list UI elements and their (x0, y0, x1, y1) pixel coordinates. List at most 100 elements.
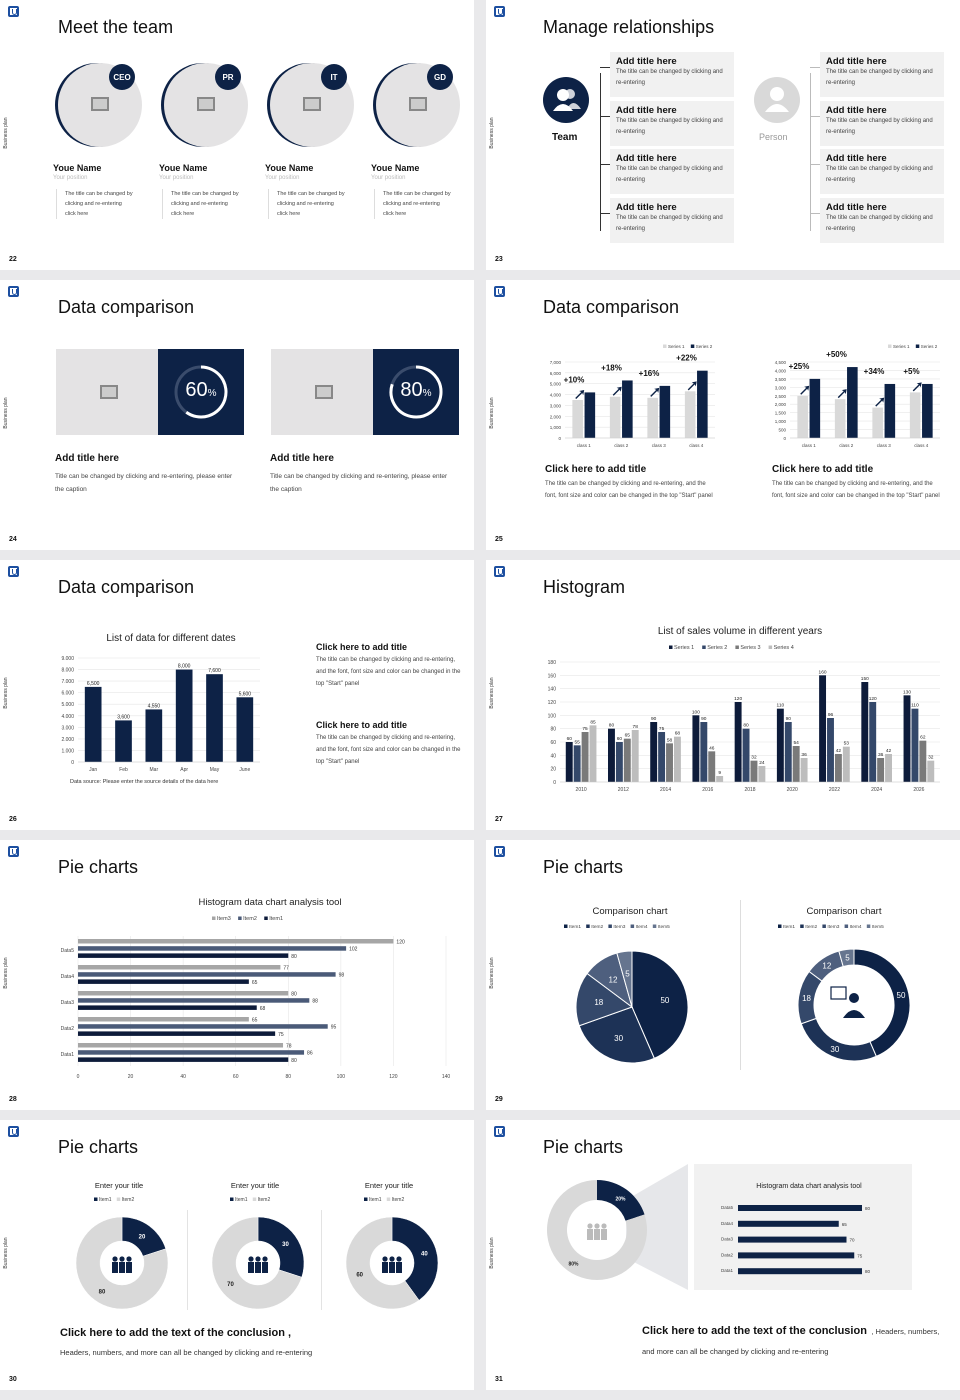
growth-annotation: +25% (789, 362, 810, 371)
relationship-box[interactable]: Add title here The title can be changed … (610, 52, 734, 97)
legend-item: Item2 (243, 916, 257, 922)
legend-item: Series 4 (774, 645, 794, 651)
bar (78, 1031, 276, 1036)
slide-27[interactable]: Business plan 27 Histogram List of sales… (486, 560, 960, 830)
bar (842, 746, 850, 782)
legend-item: Item3 (613, 924, 625, 930)
data-label: 160 (819, 669, 827, 675)
person-body (601, 1229, 607, 1240)
legend-item: Item5 (872, 924, 884, 930)
legend-item: Item1 (369, 1197, 382, 1203)
bar (738, 1236, 847, 1243)
growth-annotation: +10% (564, 375, 585, 384)
relationship-box[interactable]: Add title here The title can be changed … (610, 198, 734, 243)
block-text: The title can be changed by clicking and… (545, 481, 713, 499)
slide-30[interactable]: Business plan 30 Pie charts Enter your t… (0, 1120, 474, 1390)
slide-29[interactable]: Business plan 29 Pie charts Comparison c… (486, 840, 960, 1110)
bar (78, 1050, 305, 1055)
relationship-box[interactable]: Add title here The title can be changed … (820, 198, 944, 243)
bar (734, 702, 742, 782)
x-tick-label: 120 (389, 1074, 398, 1080)
block-heading: Click here to add title (772, 464, 874, 475)
y-tick-label: 4.000 (61, 714, 74, 720)
logo-icon (8, 6, 19, 17)
bar (909, 392, 921, 438)
conclusion-heading: Click here to add the text of the conclu… (60, 1327, 292, 1339)
bar (708, 751, 716, 782)
member-position: Your position (371, 175, 406, 181)
y-tick-label: Data1 (721, 1268, 734, 1273)
y-tick-label: 0 (783, 436, 786, 441)
y-tick-label: 2,500 (775, 394, 787, 399)
y-tick-label: 1,000 (550, 425, 562, 430)
legend-swatch (94, 1197, 98, 1201)
slide-title: Manage relationships (543, 17, 715, 37)
pie-charts: Comparison chart Item1 Item2 Item3 Item4 Item… (564, 906, 911, 1064)
slide-25[interactable]: Business plan 25 Data comparison Series … (486, 280, 960, 550)
page-number: 22 (9, 256, 17, 263)
bar (78, 998, 310, 1003)
logo-icon (494, 846, 505, 857)
bar (145, 709, 163, 762)
role-badge: GD (427, 64, 453, 90)
slide-22[interactable]: Business plan 22 Meet the team CEO Youe … (0, 0, 474, 270)
relationship-box[interactable]: Add title here The title can be changed … (610, 101, 734, 146)
bar (927, 760, 935, 782)
bar (78, 965, 281, 970)
data-label: 53 (844, 741, 850, 747)
x-tick-label: 40 (180, 1074, 186, 1080)
logo-icon (8, 286, 19, 297)
y-tick-label: 60 (550, 740, 556, 746)
relationship-box[interactable]: Add title here The title can be changed … (820, 149, 944, 194)
y-tick-label: 1,500 (775, 411, 787, 416)
y-tick-label: 500 (778, 428, 786, 433)
block-heading: Click here to add title (316, 642, 408, 652)
box-title: Add title here (826, 153, 887, 164)
bar (572, 400, 583, 438)
legend-item: Series 1 (668, 344, 685, 349)
y-tick-label: 4,000 (550, 393, 562, 398)
image-placeholder[interactable] (56, 349, 158, 435)
slide-title: Pie charts (543, 1137, 624, 1157)
x-tick-label: 140 (442, 1074, 451, 1080)
image-placeholder[interactable] (271, 349, 373, 435)
image-placeholder-icon (100, 385, 118, 399)
legend-swatch (252, 1197, 257, 1201)
slide-26[interactable]: Business plan 26 Data comparison List of… (0, 560, 474, 830)
data-label: 36 (878, 752, 884, 758)
relationship-box[interactable]: Add title here The title can be changed … (820, 101, 944, 146)
text-block: Click here to add title The title can be… (545, 464, 715, 502)
bar (750, 760, 758, 782)
team-people-icon (382, 1256, 402, 1273)
divider (740, 900, 741, 1070)
relationship-box[interactable]: Add title here The title can be changed … (820, 52, 944, 97)
data-label: 80 (743, 723, 749, 729)
box-text: The title can be changed by clicking and… (826, 118, 933, 135)
data-label: 75 (857, 1253, 863, 1258)
pie-slice (345, 1216, 420, 1310)
data-label: 65 (252, 980, 258, 986)
data-source-note: Data source: Please enter the source det… (70, 779, 219, 785)
data-label: 3,600 (117, 714, 130, 720)
legend-swatch (364, 1197, 368, 1201)
relationship-box[interactable]: Add title here The title can be changed … (610, 149, 734, 194)
data-label: 68 (260, 1006, 266, 1012)
slide-23[interactable]: Business plan 23 Manage relationships Te… (486, 0, 960, 270)
box-title: Add title here (616, 56, 677, 67)
dates-bar-chart: List of data for different dates 0 1.000 2.… (61, 633, 260, 773)
callout-connector (626, 1164, 688, 1290)
role-badge: CEO (109, 64, 135, 90)
card-text: Title can be changed by clicking and re-… (270, 473, 448, 493)
slice-label: 18 (802, 994, 811, 1003)
box-text: The title can be changed by clicking and… (616, 166, 723, 183)
side-label: Business plan (3, 117, 9, 149)
slide-31[interactable]: Business plan 31 Pie charts 20% 80% Histog… (486, 1120, 960, 1390)
bar (78, 953, 289, 958)
slice-label: 50 (897, 991, 906, 1000)
slide-24[interactable]: Business plan 24 Data comparison 60% Add… (0, 280, 474, 550)
bar (609, 396, 621, 438)
speech-bubble (830, 986, 847, 1000)
pie-slice (838, 948, 855, 968)
person-body (396, 1262, 402, 1273)
slide-28[interactable]: Business plan 28 Pie charts Histogram da… (0, 840, 474, 1110)
